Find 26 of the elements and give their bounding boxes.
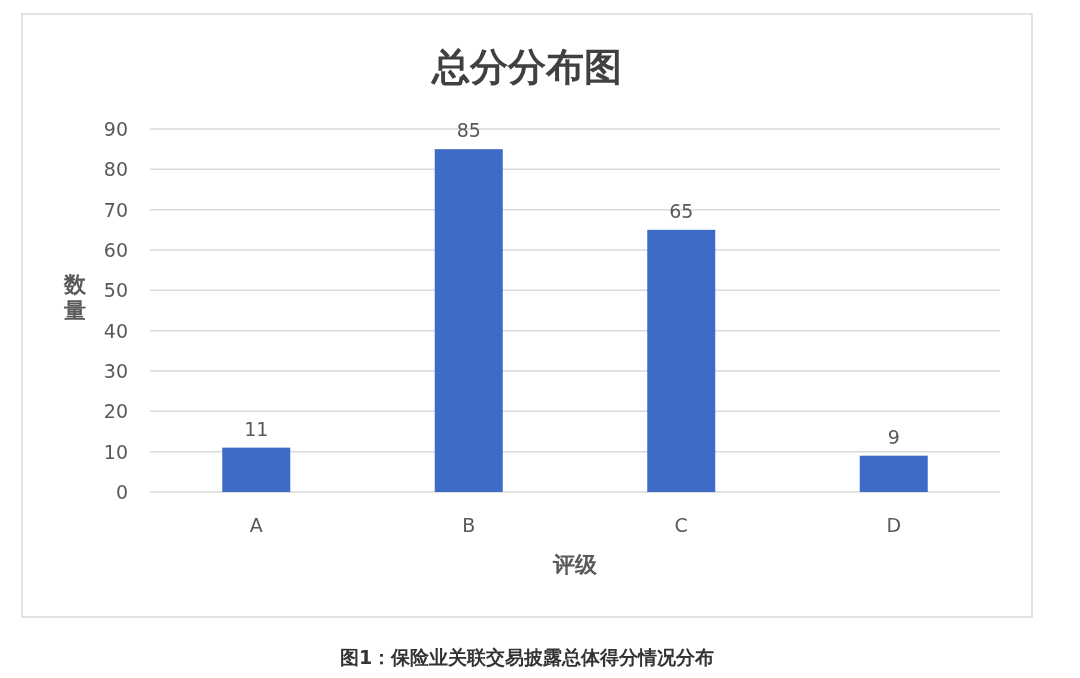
x-tick-label: C <box>674 514 688 536</box>
bar <box>647 229 716 492</box>
y-tick-label: 40 <box>103 319 128 342</box>
y-tick-label: 60 <box>103 239 128 261</box>
bar <box>222 447 291 492</box>
y-axis-title: 数量 <box>63 272 87 323</box>
data-label: 9 <box>887 425 900 448</box>
data-label: 85 <box>456 119 481 142</box>
data-label: 11 <box>244 417 269 440</box>
caption: 图1：保险业关联交易披露总体得分情况分布 <box>339 646 715 668</box>
bar <box>859 455 928 492</box>
y-tick-label: 0 <box>115 481 128 503</box>
y-tick-label: 50 <box>103 279 128 302</box>
y-tick-label: 70 <box>103 198 128 221</box>
y-tick-label: 30 <box>103 360 128 382</box>
data-label: 65 <box>669 199 694 222</box>
y-tick-label: 10 <box>103 440 128 463</box>
bar <box>434 149 503 492</box>
x-tick-label: D <box>886 514 902 536</box>
y-tick-label: 90 <box>103 118 128 140</box>
x-tick-label: A <box>249 514 263 536</box>
x-tick-label: B <box>462 514 476 536</box>
y-tick-label: 20 <box>103 400 128 423</box>
x-axis-title: 评级 <box>552 552 598 577</box>
y-tick-label: 80 <box>103 158 128 181</box>
chart-title: 总分分布图 <box>430 45 622 89</box>
